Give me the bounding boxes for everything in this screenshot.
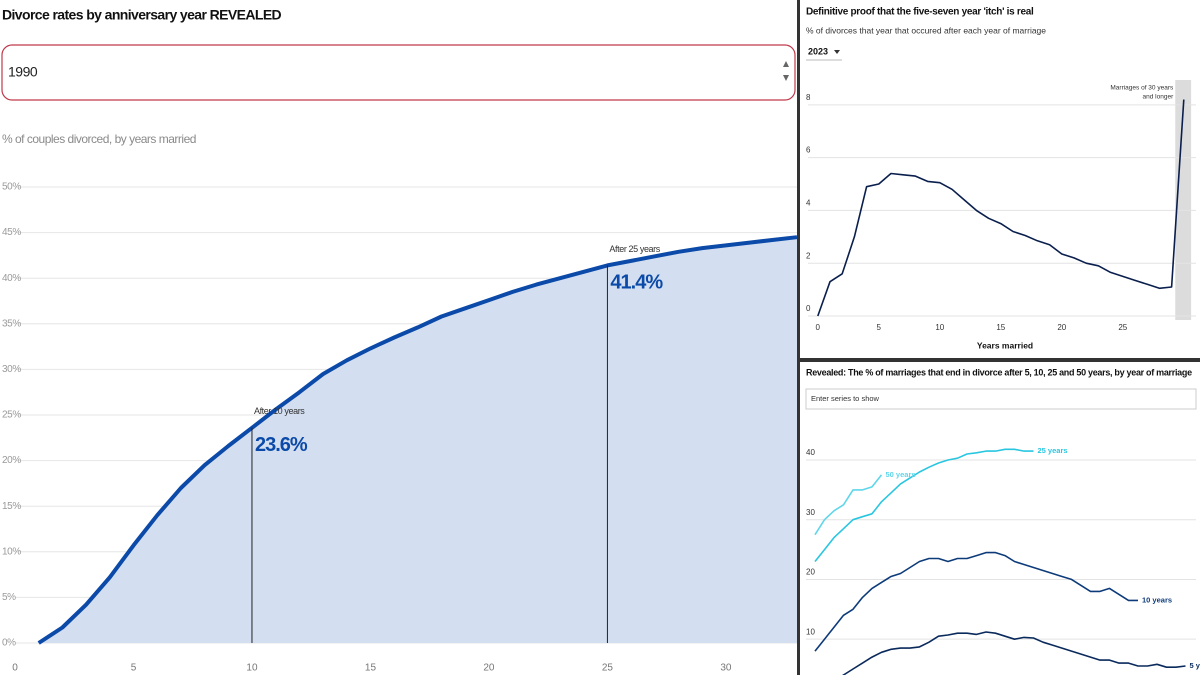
annotation-label: After 25 years	[609, 244, 660, 254]
year-input[interactable]	[1, 44, 796, 101]
highlight-band	[1175, 80, 1192, 320]
x-axis-label: Years married	[977, 340, 1033, 350]
y-tick-label: 20	[806, 568, 815, 577]
x-tick-label: 20	[1057, 323, 1066, 332]
x-tick-label: 15	[365, 663, 377, 674]
series-line	[814, 448, 1034, 562]
series-line	[842, 631, 1186, 675]
y-tick-label: 15%	[2, 501, 21, 512]
x-tick-label: 10	[246, 663, 258, 674]
x-tick-label: 25	[1118, 323, 1127, 332]
line	[37, 235, 798, 645]
x-tick-label: 20	[483, 663, 495, 674]
y-tick-label: 25%	[2, 410, 21, 421]
highlight-label: and longer	[1143, 94, 1175, 101]
highlight-label: Marriages of 30 years	[1110, 85, 1174, 92]
y-tick-label: 8	[806, 93, 811, 102]
y-tick-label: 30	[806, 508, 815, 517]
series-label: 10 years	[1142, 595, 1172, 604]
dropdown-caret[interactable]	[834, 50, 840, 54]
chart-title: Divorce rates by anniversary year REVEAL…	[2, 7, 282, 23]
series-label: 50 years	[886, 470, 916, 479]
annotation-value: 41.4%	[610, 272, 663, 294]
y-tick-label: 0%	[2, 638, 16, 649]
y-tick-label: 40	[806, 448, 815, 457]
y-tick-label: 2	[806, 251, 811, 260]
series-label: 5 years	[1190, 661, 1200, 670]
divider	[800, 358, 1200, 362]
chart-subtitle: % of couples divorced, by years married	[2, 132, 196, 146]
y-tick-label: 40%	[2, 273, 21, 284]
divider	[797, 0, 800, 675]
spinner-down[interactable]	[783, 75, 789, 81]
chart-title: Definitive proof that the five-seven yea…	[806, 7, 1034, 18]
dropdown-value[interactable]: 2023	[808, 46, 828, 56]
y-tick-label: 0	[806, 304, 811, 313]
y-tick-label: 45%	[2, 227, 21, 238]
line	[817, 99, 1185, 317]
spinner-up[interactable]	[783, 61, 789, 67]
chart-subtitle: % of divorces that year that occured aft…	[806, 25, 1046, 35]
y-tick-label: 20%	[2, 455, 21, 466]
series-input-placeholder: Enter series to show	[811, 394, 880, 403]
x-tick-label: 0	[12, 663, 18, 674]
y-tick-label: 50%	[2, 182, 21, 193]
x-tick-label: 30	[720, 663, 732, 674]
x-tick-label: 0	[816, 323, 821, 332]
series-input[interactable]	[805, 388, 1197, 410]
series-label: 25 years	[1038, 446, 1068, 455]
y-tick-label: 4	[806, 199, 811, 208]
series-line	[814, 551, 1138, 652]
x-tick-label: 10	[935, 323, 944, 332]
y-tick-label: 6	[806, 146, 811, 155]
annotation-label: After 10 years	[254, 406, 305, 416]
y-tick-label: 30%	[2, 364, 21, 375]
x-tick-label: 25	[602, 663, 614, 674]
series-line	[814, 474, 883, 536]
y-tick-label: 5%	[2, 592, 16, 603]
y-tick-label: 10%	[2, 546, 21, 557]
x-tick-label: 5	[131, 663, 137, 674]
x-tick-label: 5	[877, 323, 882, 332]
y-tick-label: 10	[806, 627, 815, 636]
year-input-value: 1990	[8, 64, 38, 80]
annotation-value: 23.6%	[255, 434, 308, 456]
x-tick-label: 15	[996, 323, 1005, 332]
chart-title: Revealed: The % of marriages that end in…	[806, 367, 1192, 377]
y-tick-label: 35%	[2, 318, 21, 329]
